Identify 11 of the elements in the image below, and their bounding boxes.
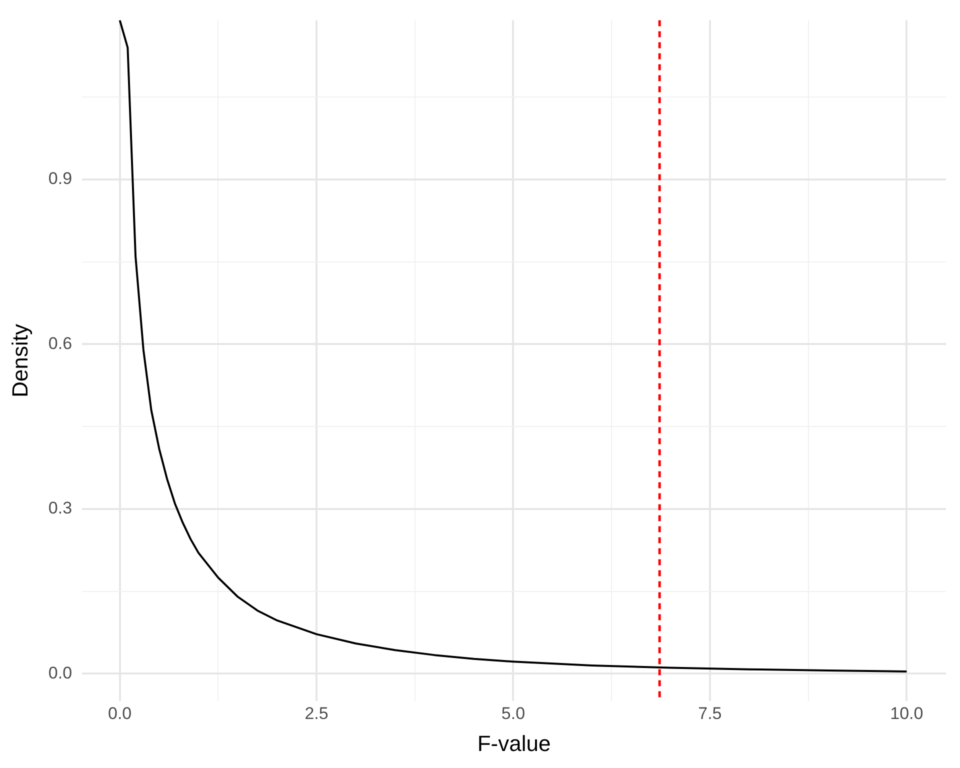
x-axis-title: F-value	[477, 730, 551, 756]
x-tick-label: 5.0	[501, 704, 526, 724]
y-tick-label: 0.0	[48, 663, 72, 682]
y-tick-label: 0.6	[48, 334, 72, 353]
x-tick-label: 2.5	[304, 704, 328, 724]
x-tick-label: 7.5	[698, 704, 722, 724]
x-tick-label: 10.0	[890, 704, 924, 724]
y-axis-title: Density	[7, 324, 32, 398]
y-tick-label: 0.9	[48, 169, 72, 188]
x-tick-label: 0.0	[108, 704, 132, 724]
y-tick-label: 0.3	[48, 498, 72, 518]
